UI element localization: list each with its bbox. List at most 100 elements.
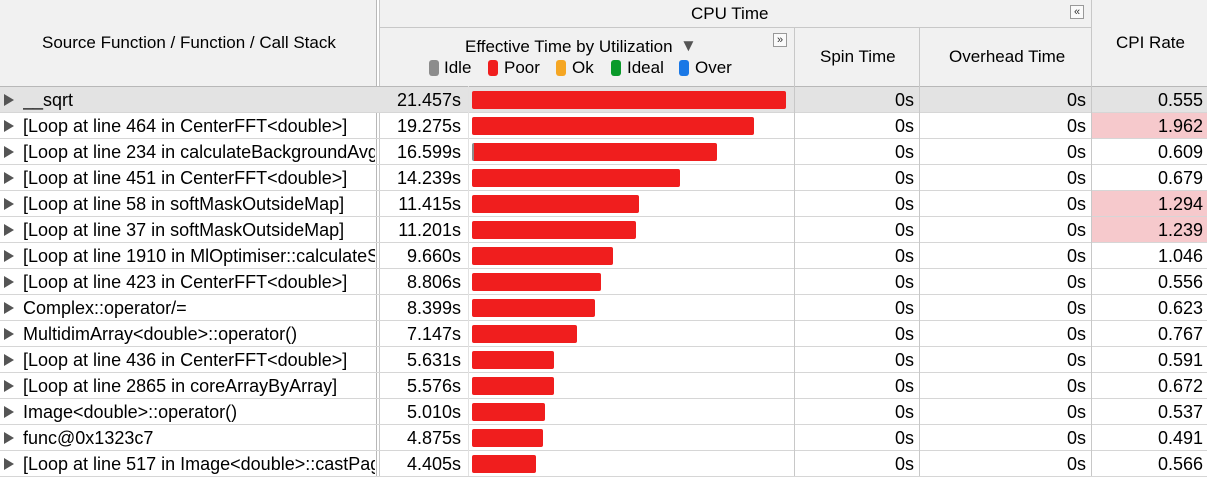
cpi-rate-value: 0.566 xyxy=(1157,454,1203,474)
spin-time-value: 0s xyxy=(894,324,914,344)
collapse-column-icon[interactable]: « xyxy=(1070,5,1084,19)
function-name: [Loop at line 234 in calculateBackground… xyxy=(23,142,375,162)
expand-row-icon[interactable] xyxy=(4,432,14,444)
legend-poor-label: Poor xyxy=(504,58,540,77)
table-row[interactable]: Image<double>::operator() 5.010s 0s 0s 0.537 xyxy=(0,399,1207,425)
table-row[interactable]: [Loop at line 451 in CenterFFT<double>] 1… xyxy=(0,165,1207,191)
column-divider[interactable] xyxy=(376,0,377,476)
expand-row-icon[interactable] xyxy=(4,172,14,184)
function-name: [Loop at line 58 in softMaskOutsideMap] xyxy=(23,194,345,214)
header-effective-time-cell[interactable] xyxy=(380,28,794,86)
table-row[interactable]: [Loop at line 234 in calculateBackground… xyxy=(0,139,1207,165)
expand-row-icon[interactable] xyxy=(4,276,14,288)
table-row[interactable]: Complex::operator/= 8.399s 0s 0s 0.623 xyxy=(0,295,1207,321)
utilization-bar xyxy=(472,195,639,213)
cpu-time-value: 9.660s xyxy=(406,246,461,266)
expand-row-icon[interactable] xyxy=(4,302,14,314)
utilization-bar xyxy=(472,221,636,239)
spin-time-value: 0s xyxy=(894,168,914,188)
table-row[interactable]: func@0x1323c7 4.875s 0s 0s 0.491 xyxy=(0,425,1207,451)
utilization-bar xyxy=(472,273,601,291)
overhead-time-value: 0s xyxy=(1066,376,1086,396)
overhead-time-value: 0s xyxy=(1066,454,1086,474)
header-source-function-cell[interactable] xyxy=(0,0,376,86)
function-name: __sqrt xyxy=(23,90,74,110)
cpi-rate-value: 0.556 xyxy=(1157,272,1203,292)
header-overhead-time-cell[interactable] xyxy=(920,28,1091,86)
header-spin-time-cell[interactable] xyxy=(795,28,919,86)
cpi-highlight xyxy=(1092,113,1207,138)
expand-row-icon[interactable] xyxy=(4,94,14,106)
expand-row-icon[interactable] xyxy=(4,380,14,392)
table-row[interactable]: [Loop at line 37 in softMaskOutsideMap] 1… xyxy=(0,217,1207,243)
overhead-time-value: 0s xyxy=(1066,220,1086,240)
cpu-time-value: 4.405s xyxy=(406,454,461,474)
utilization-bar xyxy=(472,169,680,187)
table-row[interactable]: MultidimArray<double>::operator() 7.147s 0… xyxy=(0,321,1207,347)
table-row[interactable]: [Loop at line 517 in Image<double>::cast… xyxy=(0,451,1207,477)
overhead-time-value: 0s xyxy=(1066,142,1086,162)
header-cpu-time-cell[interactable] xyxy=(380,0,1091,28)
header-cpi-rate-cell[interactable] xyxy=(1092,0,1207,86)
overhead-time-value: 0s xyxy=(1066,90,1086,110)
table-row[interactable]: [Loop at line 464 in CenterFFT<double>] 1… xyxy=(0,113,1207,139)
cpu-time-value: 14.239s xyxy=(396,168,461,188)
column-divider xyxy=(919,28,920,86)
table-row[interactable]: [Loop at line 1910 in MlOptimiser::calcu… xyxy=(0,243,1207,269)
column-divider xyxy=(794,28,795,86)
legend-over-swatch xyxy=(679,60,689,76)
expand-row-icon[interactable] xyxy=(4,458,14,470)
overhead-time-value: 0s xyxy=(1066,168,1086,188)
spin-time-value: 0s xyxy=(894,428,914,448)
utilization-bar xyxy=(472,143,717,161)
legend-ok-label: Ok xyxy=(572,58,594,77)
legend-poor-swatch xyxy=(488,60,498,76)
expand-row-icon[interactable] xyxy=(4,198,14,210)
utilization-bar xyxy=(472,91,786,109)
header-bottom-border xyxy=(0,86,1207,87)
header-spin-time: Spin Time xyxy=(820,47,896,66)
function-name: Complex::operator/= xyxy=(23,298,187,318)
cpi-rate-value: 0.679 xyxy=(1157,168,1203,188)
header-cpu-time: CPU Time xyxy=(691,4,769,23)
function-name: [Loop at line 423 in CenterFFT<double>] xyxy=(23,272,348,292)
cpi-rate-value: 1.046 xyxy=(1157,246,1203,266)
function-name: func@0x1323c7 xyxy=(23,428,154,448)
overhead-time-value: 0s xyxy=(1066,194,1086,214)
function-name: [Loop at line 37 in softMaskOutsideMap] xyxy=(23,220,345,240)
table-row[interactable]: [Loop at line 2865 in coreArrayByArray] 5… xyxy=(0,373,1207,399)
expand-row-icon[interactable] xyxy=(4,406,14,418)
expand-row-icon[interactable] xyxy=(4,250,14,262)
legend-ideal-label: Ideal xyxy=(627,58,664,77)
spin-time-value: 0s xyxy=(894,272,914,292)
utilization-bar xyxy=(472,455,536,473)
legend-ideal-swatch xyxy=(611,60,621,76)
spin-time-value: 0s xyxy=(894,90,914,110)
header-overhead-time: Overhead Time xyxy=(949,47,1066,66)
expand-row-icon[interactable] xyxy=(4,354,14,366)
table-row[interactable]: [Loop at line 58 in softMaskOutsideMap] 1… xyxy=(0,191,1207,217)
cpi-highlight xyxy=(1092,217,1207,242)
cpi-rate-value: 1.239 xyxy=(1157,220,1203,240)
sort-descending-icon[interactable]: ▼ xyxy=(680,36,697,55)
overhead-time-value: 0s xyxy=(1066,350,1086,370)
column-divider xyxy=(1091,0,1092,86)
function-name: [Loop at line 436 in CenterFFT<double>] xyxy=(23,350,348,370)
table-row[interactable]: [Loop at line 436 in CenterFFT<double>] 5… xyxy=(0,347,1207,373)
spin-time-value: 0s xyxy=(894,246,914,266)
expand-row-icon[interactable] xyxy=(4,120,14,132)
cpi-rate-value: 0.591 xyxy=(1157,350,1203,370)
function-name: [Loop at line 464 in CenterFFT<double>] xyxy=(23,116,348,136)
expand-row-icon[interactable] xyxy=(4,146,14,158)
cpi-rate-value: 1.294 xyxy=(1157,194,1203,214)
legend-idle-label: Idle xyxy=(444,58,472,77)
cpi-rate-value: 0.491 xyxy=(1157,428,1203,448)
function-name: Image<double>::operator() xyxy=(23,402,238,422)
table-row[interactable]: __sqrt 21.457s 0s 0s 0.555 xyxy=(0,87,1207,113)
expand-column-icon[interactable]: » xyxy=(773,33,787,47)
cpi-rate-value: 0.537 xyxy=(1157,402,1203,422)
table-row[interactable]: [Loop at line 423 in CenterFFT<double>] 8… xyxy=(0,269,1207,295)
expand-row-icon[interactable] xyxy=(4,224,14,236)
expand-row-icon[interactable] xyxy=(4,328,14,340)
cpi-rate-value: 0.672 xyxy=(1157,376,1203,396)
